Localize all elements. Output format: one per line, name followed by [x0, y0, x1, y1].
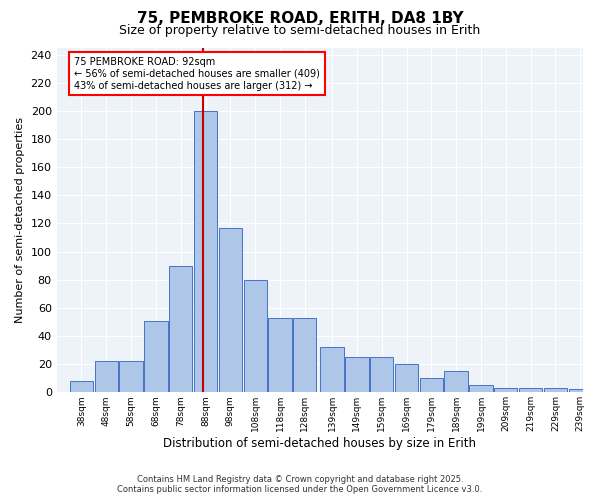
Y-axis label: Number of semi-detached properties: Number of semi-detached properties	[15, 117, 25, 323]
Bar	[370, 357, 394, 392]
Text: Size of property relative to semi-detached houses in Erith: Size of property relative to semi-detach…	[119, 24, 481, 37]
Bar	[293, 318, 316, 392]
Bar	[194, 111, 217, 392]
Text: 75 PEMBROKE ROAD: 92sqm
← 56% of semi-detached houses are smaller (409)
43% of s: 75 PEMBROKE ROAD: 92sqm ← 56% of semi-de…	[74, 58, 320, 90]
Bar	[244, 280, 267, 392]
Bar	[544, 388, 567, 392]
Bar	[519, 388, 542, 392]
X-axis label: Distribution of semi-detached houses by size in Erith: Distribution of semi-detached houses by …	[163, 437, 476, 450]
Text: 75, PEMBROKE ROAD, ERITH, DA8 1BY: 75, PEMBROKE ROAD, ERITH, DA8 1BY	[137, 11, 463, 26]
Bar	[395, 364, 418, 392]
Text: Contains HM Land Registry data © Crown copyright and database right 2025.
Contai: Contains HM Land Registry data © Crown c…	[118, 474, 482, 494]
Bar	[95, 362, 118, 392]
Bar	[419, 378, 443, 392]
Bar	[144, 320, 167, 392]
Bar	[345, 357, 368, 392]
Bar	[218, 228, 242, 392]
Bar	[268, 318, 292, 392]
Bar	[569, 390, 592, 392]
Bar	[445, 371, 468, 392]
Bar	[70, 381, 93, 392]
Bar	[119, 362, 143, 392]
Bar	[320, 348, 344, 393]
Bar	[169, 266, 193, 392]
Bar	[469, 386, 493, 392]
Bar	[494, 388, 517, 392]
